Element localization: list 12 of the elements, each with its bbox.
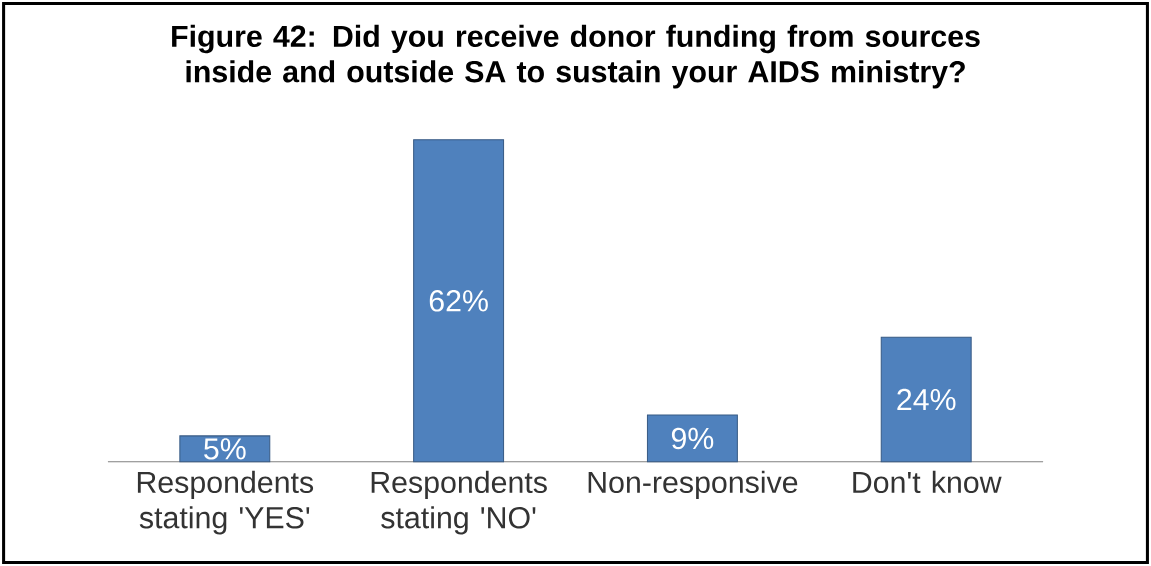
x-tick-label: Don't know [853, 470, 1002, 493]
bar [646, 414, 738, 463]
data-label: 9% [671, 427, 714, 450]
data-label: 62% [429, 290, 488, 312]
chart-title: Figure 42: Did you receive donor funding from sources inside and outside SA to sustain your AIDS ministry? [172, 24, 980, 89]
x-tick-label: Respondents stating 'YES' [137, 470, 314, 535]
data-label: 24% [897, 388, 956, 411]
x-tick-label: Non-responsive [588, 470, 798, 499]
bar [880, 336, 972, 463]
x-tick-label: Respondents stating 'NO' [371, 470, 547, 535]
data-label: 5% [204, 438, 246, 460]
bar [413, 139, 505, 463]
